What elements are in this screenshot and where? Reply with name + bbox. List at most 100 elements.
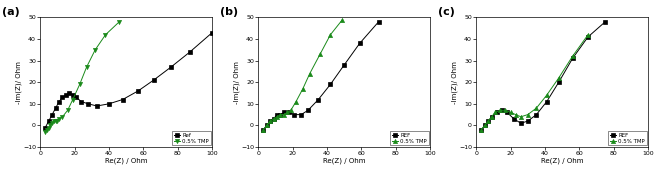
Ref [208,32,216,34]
0.5% TMP [83,66,91,68]
Ref [134,90,142,92]
Ref [150,79,158,81]
0.5% TMP [54,120,61,122]
0.5% TMP [488,116,496,118]
REF [285,111,293,114]
Ref [52,107,59,109]
Ref [77,101,85,103]
Ref [48,114,56,116]
REF [568,57,576,60]
Legend: REF, 0.5% TMP: REF, 0.5% TMP [390,131,428,145]
Text: (c): (c) [438,7,455,17]
X-axis label: Re(Z) / Ohm: Re(Z) / Ohm [541,157,584,164]
Ref [55,101,63,103]
0.5% TMP [63,109,71,111]
0.5% TMP [115,21,123,23]
REF [481,124,488,126]
0.5% TMP [512,114,520,116]
0.5% TMP [524,114,531,116]
Ref [93,105,101,107]
REF [503,111,511,114]
0.5% TMP [338,19,346,21]
REF [555,81,563,83]
Ref [45,120,53,122]
REF [510,118,518,120]
REF [340,64,348,66]
0.5% TMP [485,120,492,122]
REF [259,129,267,131]
Ref [69,94,77,96]
0.5% TMP [102,34,110,36]
0.5% TMP [52,120,59,122]
REF [517,122,525,124]
Ref [105,103,113,105]
0.5% TMP [50,120,58,122]
Ref [119,98,127,101]
0.5% TMP [259,129,267,131]
0.5% TMP [280,114,288,116]
0.5% TMP [491,111,499,114]
0.5% TMP [45,127,53,129]
0.5% TMP [270,118,278,120]
0.5% TMP [91,49,99,51]
REF [297,114,305,116]
REF [315,98,323,101]
REF [290,114,298,116]
REF [584,36,592,38]
REF [327,83,334,86]
0.5% TMP [532,107,540,109]
0.5% TMP [299,88,307,90]
REF [498,109,506,111]
Ref [72,96,80,98]
Ref [59,96,67,98]
Line: REF: REF [262,20,380,131]
Y-axis label: -Im(Z)/ Ohm: -Im(Z)/ Ohm [233,61,239,104]
0.5% TMP [543,94,551,96]
0.5% TMP [568,55,576,57]
Text: (b): (b) [220,7,239,17]
Ref [41,127,49,129]
REF [488,116,496,118]
0.5% TMP [41,131,49,133]
REF [543,101,551,103]
Line: Ref: Ref [44,31,214,129]
REF [270,118,278,120]
0.5% TMP [292,101,300,103]
0.5% TMP [306,73,314,75]
Legend: Ref, 0.5% TMP: Ref, 0.5% TMP [172,131,211,145]
0.5% TMP [76,83,84,86]
0.5% TMP [481,124,488,126]
REF [276,114,284,116]
0.5% TMP [477,129,485,131]
Legend: REF, 0.5% TMP: REF, 0.5% TMP [608,131,646,145]
Line: 0.5% TMP: 0.5% TMP [479,33,590,132]
Ref [65,92,73,94]
Ref [62,94,70,96]
Y-axis label: -Im(Z)/ Ohm: -Im(Z)/ Ohm [15,61,22,104]
REF [485,120,492,122]
Ref [186,51,194,53]
Ref [167,66,175,68]
0.5% TMP [59,116,67,118]
0.5% TMP [584,34,592,36]
0.5% TMP [48,122,56,124]
0.5% TMP [502,109,510,111]
REF [532,114,540,116]
REF [273,114,281,116]
Text: (a): (a) [2,7,20,17]
Ref [85,103,93,105]
0.5% TMP [43,129,51,131]
0.5% TMP [496,109,504,111]
REF [356,42,364,44]
0.5% TMP [46,124,54,126]
REF [493,111,501,114]
0.5% TMP [273,116,281,118]
0.5% TMP [555,77,563,79]
0.5% TMP [266,120,274,122]
0.5% TMP [327,34,334,36]
0.5% TMP [276,114,284,116]
Line: 0.5% TMP: 0.5% TMP [43,20,122,134]
Line: 0.5% TMP: 0.5% TMP [261,18,344,132]
REF [477,129,485,131]
0.5% TMP [69,98,77,101]
